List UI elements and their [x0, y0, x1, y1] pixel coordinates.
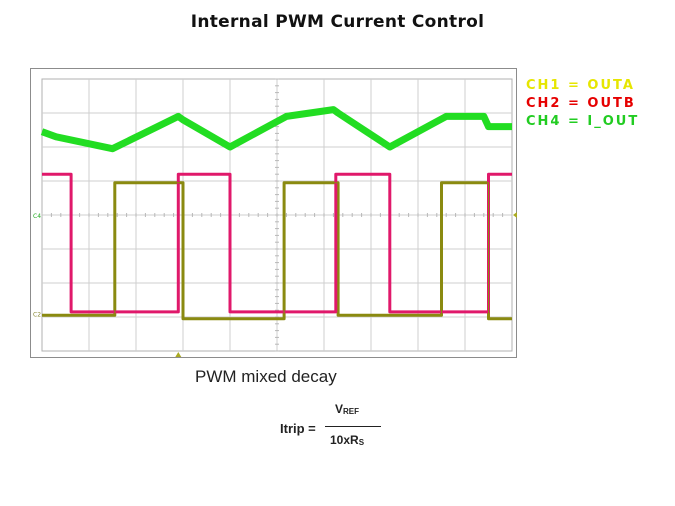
chart-caption: PWM mixed decay	[195, 367, 337, 386]
formula-numerator: VREF	[335, 402, 360, 416]
trace-edge-ch2	[42, 173, 512, 313]
channel-marker: C4	[33, 213, 41, 220]
fraction-bar	[325, 426, 381, 427]
legend-ch1: CH1 = OUTA	[526, 78, 635, 93]
slide-title: Internal PWM Current Control	[190, 12, 485, 32]
itrip-formula: Itrip = VREF 10xRS	[280, 400, 390, 456]
trigger-position-marker	[175, 352, 182, 357]
trace-ch4	[40, 106, 512, 153]
legend-ch2: CH2 = OUTB	[526, 96, 636, 111]
channel-marker: C2	[33, 312, 41, 319]
channel-legend: CH1 = OUTA CH2 = OUTB CH4 = I_OUT	[526, 77, 639, 131]
trigger-level-marker	[513, 212, 517, 218]
oscilloscope-chart: C4 C2	[33, 78, 517, 357]
trace-edge-ch1	[42, 182, 512, 320]
formula-denominator: 10xRS	[330, 433, 365, 447]
legend-ch4: CH4 = I_OUT	[526, 114, 640, 129]
formula-lhs: Itrip =	[280, 421, 316, 436]
oscilloscope-plot: C4 C2	[30, 68, 517, 358]
